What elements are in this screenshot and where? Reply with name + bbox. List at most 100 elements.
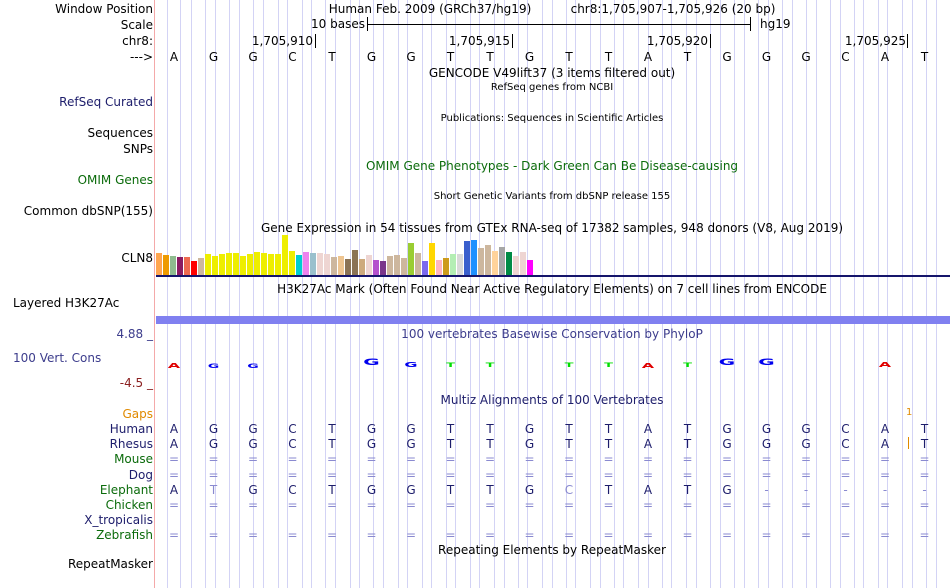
species-label-mouse[interactable]: Mouse	[114, 452, 153, 467]
gtex-tissue-bar[interactable]	[429, 243, 435, 275]
gtex-tissue-bar[interactable]	[464, 241, 470, 275]
gtex-tissue-bar[interactable]	[422, 261, 428, 275]
species-label-x_tropicalis[interactable]: X_tropicalis	[84, 513, 153, 528]
gtex-tissue-bar[interactable]	[471, 240, 477, 275]
gridline	[902, 0, 903, 588]
sequence-base: G	[801, 50, 811, 64]
gtex-tissue-bar[interactable]	[345, 259, 351, 275]
gtex-tissue-bar[interactable]	[226, 253, 232, 275]
gtex-tissue-bar[interactable]	[163, 255, 169, 275]
gtex-tissue-bar[interactable]	[205, 254, 211, 275]
gtex-tissue-bar[interactable]	[331, 257, 337, 275]
gtex-tissue-bar[interactable]	[520, 252, 526, 275]
gtex-tissue-bar[interactable]	[317, 253, 323, 275]
alignment-base: C	[288, 482, 297, 497]
gtex-tissue-bar[interactable]	[401, 258, 407, 275]
gridline	[215, 0, 216, 588]
gtex-tissue-bar[interactable]	[247, 254, 253, 275]
track-label-h3k27ac[interactable]: Layered H3K27Ac	[13, 296, 120, 310]
gtex-tissue-bar[interactable]	[380, 261, 386, 275]
alignment-base: =	[524, 498, 535, 512]
alignment-base: =	[445, 452, 456, 467]
gtex-tissue-bar[interactable]	[170, 256, 176, 275]
alignment-base: =	[247, 528, 259, 543]
track-label-cln8[interactable]: CLN8	[121, 251, 153, 265]
track-label-dbsnp[interactable]: Common dbSNP(155)	[23, 204, 153, 218]
track-label-snps[interactable]: SNPs	[123, 142, 153, 156]
alignment-base: =	[761, 528, 772, 543]
species-label-rhesus[interactable]: Rhesus	[109, 437, 153, 452]
gtex-tissue-bar[interactable]	[387, 256, 393, 275]
track-label-omim[interactable]: OMIM Genes	[77, 173, 153, 187]
gtex-tissue-bar[interactable]	[233, 253, 239, 275]
alignment-base: =	[642, 498, 654, 512]
gtex-tissue-bar[interactable]	[527, 260, 533, 275]
gtex-tissue-bar[interactable]	[198, 258, 204, 275]
alignment-base: =	[563, 498, 575, 512]
gtex-tissue-bar[interactable]	[485, 245, 491, 275]
conservation-logo-base: A	[641, 361, 655, 370]
gtex-tissue-bar[interactable]	[310, 253, 316, 275]
sequence-base: A	[880, 50, 890, 64]
gtex-tissue-bar[interactable]	[184, 257, 190, 275]
gtex-tissue-bar[interactable]	[492, 251, 498, 275]
gtex-tissue-bar[interactable]	[296, 255, 302, 275]
cons-max-value: 4.88 _	[116, 327, 153, 341]
gtex-tissue-bar[interactable]	[478, 248, 484, 275]
gtex-tissue-bar[interactable]	[499, 247, 505, 275]
gtex-tissue-bar[interactable]	[240, 256, 246, 275]
gencode-track-title[interactable]: GENCODE V49lift37 (3 items filtered out)	[428, 66, 676, 80]
track-label-refseq[interactable]: RefSeq Curated	[59, 95, 153, 109]
h3k27ac-signal-bar[interactable]	[156, 316, 950, 324]
gtex-tissue-bar[interactable]	[219, 254, 225, 275]
gtex-tissue-bar[interactable]	[275, 254, 281, 275]
label-window-position: Window Position	[55, 2, 153, 16]
gtex-tissue-bar[interactable]	[415, 253, 421, 275]
gridline	[263, 0, 264, 588]
gridline	[205, 0, 206, 588]
species-label-dog[interactable]: Dog	[128, 467, 153, 482]
alignment-base: =	[919, 467, 930, 482]
species-label-elephant[interactable]: Elephant	[99, 482, 153, 497]
gtex-tissue-bar[interactable]	[156, 253, 162, 275]
gtex-tissue-bar[interactable]	[359, 259, 365, 275]
gtex-tissue-bar[interactable]	[457, 254, 463, 275]
species-label-zebrafish[interactable]: Zebrafish	[96, 528, 153, 543]
gtex-tissue-bar[interactable]	[212, 256, 218, 275]
gtex-tissue-bar[interactable]	[513, 256, 519, 275]
repeatmasker-track-title: Repeating Elements by RepeatMasker	[438, 543, 666, 557]
gtex-tissue-bar[interactable]	[289, 251, 295, 275]
gtex-tissue-bar[interactable]	[408, 243, 414, 275]
gtex-tissue-bar[interactable]	[268, 254, 274, 275]
track-label-cons[interactable]: 100 Vert. Cons	[13, 351, 102, 365]
gtex-tissue-bar[interactable]	[261, 253, 267, 275]
label-strand-arrow[interactable]: --->	[129, 50, 153, 64]
track-label-repeatmasker[interactable]: RepeatMasker	[67, 557, 153, 571]
gtex-tissue-bar[interactable]	[282, 235, 288, 275]
gtex-tissue-bar[interactable]	[443, 258, 449, 275]
gtex-tissue-bar[interactable]	[177, 257, 183, 275]
gtex-tissue-bar[interactable]	[394, 255, 400, 275]
gtex-tissue-bar[interactable]	[191, 261, 197, 275]
gtex-tissue-bar[interactable]	[303, 252, 309, 275]
conservation-logo-base: T	[564, 362, 574, 369]
gtex-tissue-bar[interactable]	[254, 252, 260, 275]
track-label-sequences[interactable]: Sequences	[87, 126, 153, 140]
gridline	[446, 0, 447, 588]
species-label-chicken[interactable]: Chicken	[105, 498, 153, 512]
alignment-base: =	[919, 452, 930, 467]
alignment-base: =	[208, 528, 219, 543]
gridline	[792, 0, 793, 588]
alignment-base: G	[761, 422, 772, 436]
gtex-tissue-bar[interactable]	[324, 254, 330, 275]
gtex-tissue-bar[interactable]	[352, 250, 358, 275]
gtex-tissue-bar[interactable]	[338, 256, 344, 275]
species-label-human[interactable]: Human	[109, 422, 153, 436]
gtex-tissue-bar[interactable]	[373, 260, 379, 275]
alignment-base: C	[288, 422, 297, 436]
gtex-tissue-bar[interactable]	[450, 254, 456, 275]
gtex-tissue-bar[interactable]	[436, 260, 442, 275]
gtex-tissue-bar[interactable]	[366, 255, 372, 275]
gtex-tissue-bar[interactable]	[506, 252, 512, 275]
alignment-base: =	[800, 498, 812, 512]
